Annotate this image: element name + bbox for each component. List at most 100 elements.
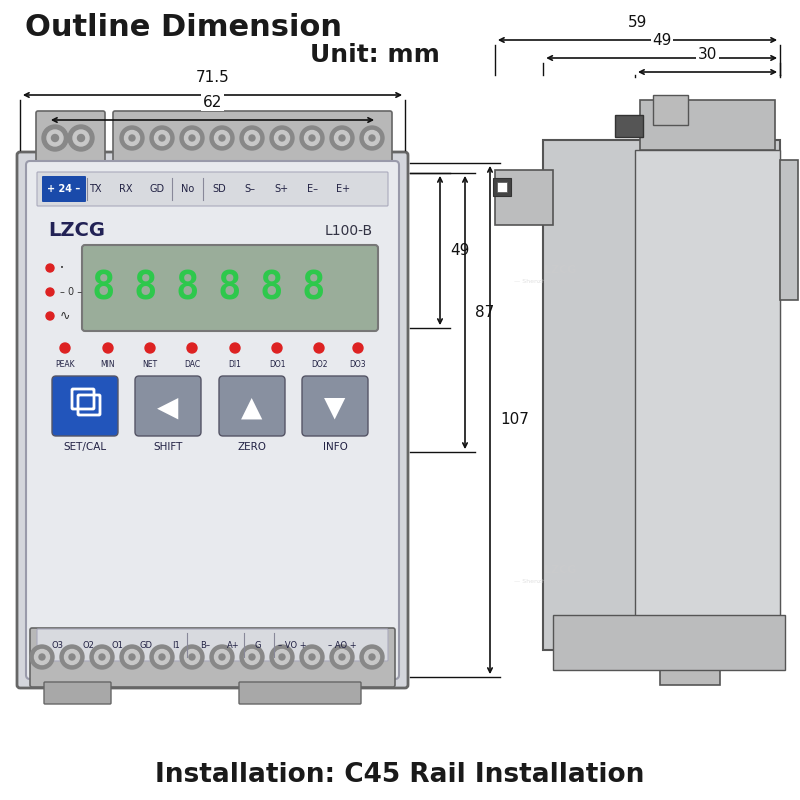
Circle shape <box>360 645 384 669</box>
Text: 8: 8 <box>91 269 114 307</box>
Circle shape <box>185 650 199 665</box>
Text: INFO: INFO <box>322 442 347 452</box>
Text: – 0 –: – 0 – <box>60 287 82 297</box>
FancyBboxPatch shape <box>37 629 388 661</box>
Text: 107: 107 <box>500 413 529 427</box>
Text: 71.5: 71.5 <box>196 70 230 85</box>
Circle shape <box>46 288 54 296</box>
Circle shape <box>46 264 54 272</box>
Circle shape <box>214 650 230 665</box>
Text: ZERO: ZERO <box>238 442 266 452</box>
Text: NET: NET <box>142 360 158 369</box>
Text: LZCG: LZCG <box>244 385 276 395</box>
FancyBboxPatch shape <box>42 176 86 202</box>
Bar <box>497 182 507 192</box>
FancyBboxPatch shape <box>44 682 111 704</box>
Text: LZCG: LZCG <box>219 635 251 645</box>
Circle shape <box>69 654 75 660</box>
Circle shape <box>274 130 290 146</box>
Circle shape <box>230 343 240 353</box>
Circle shape <box>42 125 68 151</box>
Circle shape <box>300 645 324 669</box>
Text: — Shenzhen Ligent Sensor —: — Shenzhen Ligent Sensor — <box>514 278 606 283</box>
Circle shape <box>189 654 195 660</box>
Text: O3: O3 <box>52 641 64 650</box>
Text: ∿: ∿ <box>60 310 70 322</box>
Circle shape <box>150 126 174 150</box>
Bar <box>660 640 720 685</box>
Circle shape <box>103 343 113 353</box>
Text: TX: TX <box>89 184 102 194</box>
Circle shape <box>309 135 315 141</box>
Text: Unit: mm: Unit: mm <box>310 43 440 67</box>
Circle shape <box>219 654 225 660</box>
Text: O1: O1 <box>111 641 123 650</box>
FancyBboxPatch shape <box>30 628 395 687</box>
Text: 62: 62 <box>203 95 222 110</box>
Text: 8: 8 <box>302 269 325 307</box>
Text: LZCG: LZCG <box>48 222 105 241</box>
FancyBboxPatch shape <box>52 376 118 436</box>
Circle shape <box>360 126 384 150</box>
FancyBboxPatch shape <box>135 376 201 436</box>
Circle shape <box>185 130 199 146</box>
Text: S–: S– <box>245 184 255 194</box>
Circle shape <box>365 130 379 146</box>
Circle shape <box>120 645 144 669</box>
Bar <box>495 170 554 225</box>
Text: 8: 8 <box>218 269 241 307</box>
Circle shape <box>129 654 135 660</box>
Circle shape <box>309 654 315 660</box>
Circle shape <box>120 126 144 150</box>
Text: 59: 59 <box>628 15 647 30</box>
Text: RX: RX <box>119 184 133 194</box>
Circle shape <box>60 343 70 353</box>
Circle shape <box>279 135 285 141</box>
Text: DO3: DO3 <box>350 360 366 369</box>
Text: SET/CAL: SET/CAL <box>63 442 106 452</box>
Bar <box>780 160 798 300</box>
Circle shape <box>39 654 45 660</box>
Circle shape <box>245 130 259 146</box>
Circle shape <box>125 650 139 665</box>
Circle shape <box>274 650 290 665</box>
Circle shape <box>210 645 234 669</box>
FancyBboxPatch shape <box>26 161 399 679</box>
Circle shape <box>187 343 197 353</box>
Circle shape <box>180 645 204 669</box>
Circle shape <box>339 654 345 660</box>
Circle shape <box>68 125 94 151</box>
Text: SD: SD <box>212 184 226 194</box>
Circle shape <box>330 126 354 150</box>
Circle shape <box>47 130 63 146</box>
Circle shape <box>270 645 294 669</box>
Text: LZCG: LZCG <box>644 425 676 435</box>
Text: – AO +: – AO + <box>328 641 356 650</box>
Circle shape <box>353 343 363 353</box>
Text: 8: 8 <box>134 269 157 307</box>
Circle shape <box>99 654 105 660</box>
Text: I1: I1 <box>172 641 180 650</box>
Circle shape <box>46 312 54 320</box>
Text: LZCG: LZCG <box>104 565 136 575</box>
Text: GD: GD <box>139 641 153 650</box>
Text: MIN: MIN <box>101 360 115 369</box>
Circle shape <box>210 126 234 150</box>
FancyBboxPatch shape <box>82 245 378 331</box>
Circle shape <box>90 645 114 669</box>
FancyBboxPatch shape <box>113 111 392 165</box>
Circle shape <box>240 126 264 150</box>
Circle shape <box>94 650 110 665</box>
Circle shape <box>219 135 225 141</box>
Circle shape <box>34 650 50 665</box>
Circle shape <box>180 126 204 150</box>
Text: — Shenzhen Ligent Sensor —: — Shenzhen Ligent Sensor — <box>189 649 282 654</box>
Text: S+: S+ <box>274 184 288 194</box>
Circle shape <box>159 135 165 141</box>
Circle shape <box>339 135 345 141</box>
FancyBboxPatch shape <box>302 376 368 436</box>
Text: LZCG: LZCG <box>544 265 576 275</box>
Circle shape <box>245 650 259 665</box>
Circle shape <box>305 650 319 665</box>
Bar <box>635 150 780 640</box>
